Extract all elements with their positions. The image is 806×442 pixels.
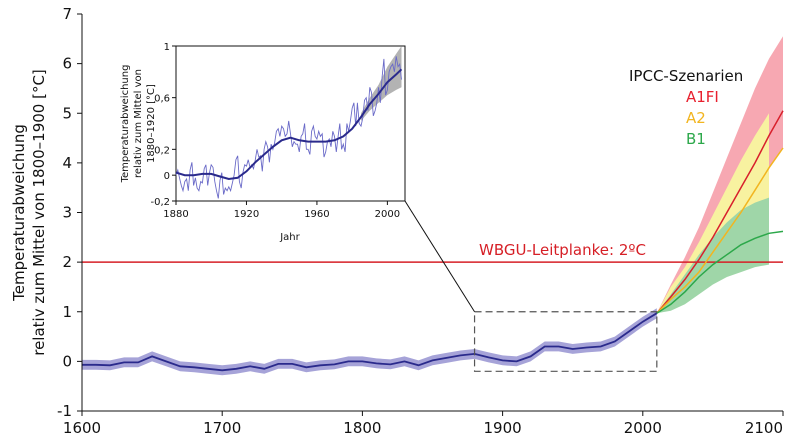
y-tick-label: 1 — [62, 303, 72, 321]
scenario-line-a2 — [656, 147, 784, 314]
inset-y-axis-label-line-2: relativ zum Mittel von — [133, 69, 144, 178]
scenario-line-a1fi — [656, 110, 784, 314]
zoom-connector — [404, 200, 475, 313]
x-tick-label: 1700 — [203, 419, 241, 437]
inset-x-tick-label: 1920 — [234, 209, 259, 220]
inset-y-tick-label: 0,2 — [154, 145, 170, 156]
legend-item-a2: A2 — [686, 109, 706, 127]
y-axis-label-line-2: relativ zum Mittel von 1800–1900 [°C] — [30, 69, 48, 356]
y-tick-label: 7 — [62, 5, 72, 23]
scenario-line-b1 — [656, 230, 784, 314]
legend-item-b1: B1 — [686, 130, 706, 148]
legend-item-a1fi: A1FI — [686, 88, 719, 106]
y-tick-label: -1 — [57, 402, 72, 420]
inset-frame — [175, 45, 406, 202]
zoom-box — [473, 311, 658, 372]
main-plot: 1600 1700 1800 1900 2000 2100 -1 0 1 2 3 4 5 6 7 — [57, 5, 784, 437]
x-tick-label: 1900 — [484, 419, 522, 437]
inset-plot: 1880 1920 1960 2000 -0,2 0 0,2 0,6 1 — [150, 42, 406, 220]
historical-band — [82, 308, 657, 376]
scenario-band-b1 — [656, 197, 769, 314]
y-axis-label-line-1: Temperaturabweichung — [10, 124, 28, 302]
inset-y-tick-label: 1 — [164, 42, 170, 53]
y-tick-label: 4 — [62, 154, 72, 172]
x-tick-label: 2100 — [745, 419, 783, 437]
inset-x-axis-label: Jahr — [279, 232, 300, 243]
x-tick-label: 2000 — [624, 419, 662, 437]
inset-x-tick-label: 1880 — [163, 209, 188, 220]
chart-labels: Temperaturabweichung relativ zum Mittel … — [10, 65, 743, 356]
inset-x-tick-label: 2000 — [375, 209, 400, 220]
y-tick-label: 0 — [62, 352, 72, 370]
inset-y-axis-label-line-1: Temperaturabweichung — [120, 65, 131, 184]
inset-y-tick-label: 0,6 — [154, 94, 170, 105]
scenario-band-a2 — [656, 113, 769, 314]
inset-y-axis-label-line-3: 1880–1920 [°C] — [146, 84, 157, 163]
inset-smooth-line — [175, 68, 403, 181]
y-tick-label: 6 — [62, 55, 72, 73]
inset-annual-line — [175, 56, 402, 199]
y-tick-label: 3 — [62, 204, 72, 222]
scenario-band-a1fi — [656, 36, 783, 314]
guardrail-label: WBGU-Leitplanke: 2ºC — [479, 241, 646, 259]
historical-line — [82, 312, 658, 372]
y-tick-label: 2 — [62, 253, 72, 271]
inset-y-tick-label: 0 — [164, 171, 170, 182]
y-tick-label: 5 — [62, 104, 72, 122]
x-tick-label: 1600 — [63, 419, 101, 437]
legend-title: IPCC-Szenarien — [629, 67, 743, 85]
x-tick-label: 1800 — [343, 419, 381, 437]
inset-x-tick-label: 1960 — [304, 209, 329, 220]
inset-y-tick-label: -0,2 — [150, 197, 170, 208]
